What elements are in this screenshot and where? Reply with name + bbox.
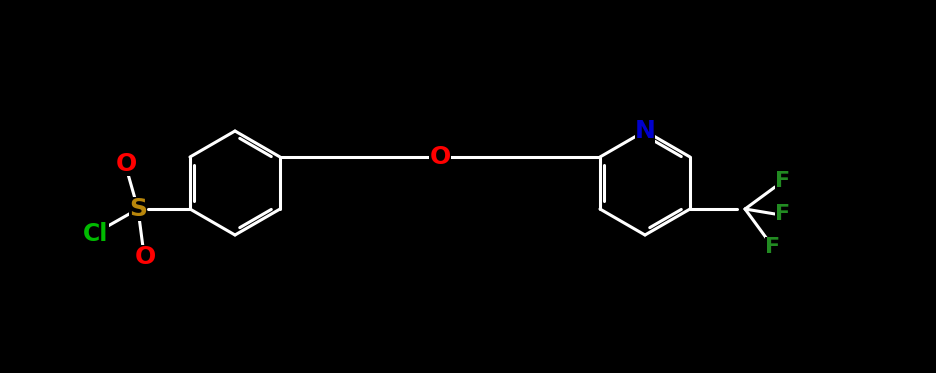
Text: N: N xyxy=(634,119,655,143)
Text: O: O xyxy=(134,245,155,269)
Text: S: S xyxy=(129,197,147,221)
Text: F: F xyxy=(775,204,790,224)
Text: F: F xyxy=(765,237,780,257)
Text: O: O xyxy=(115,152,137,176)
Text: F: F xyxy=(775,171,790,191)
Text: Cl: Cl xyxy=(83,222,109,246)
Text: O: O xyxy=(429,145,450,169)
